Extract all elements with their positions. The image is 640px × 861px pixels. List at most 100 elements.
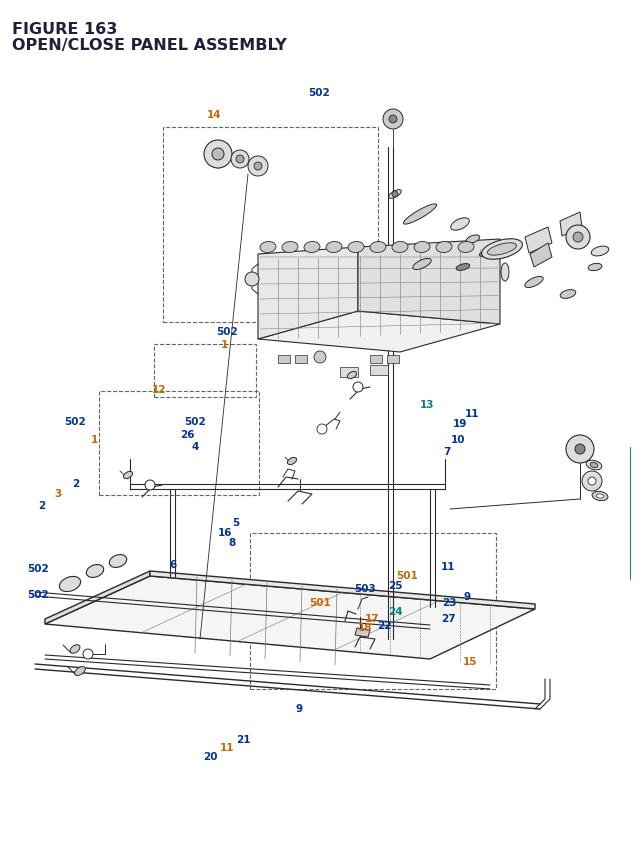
Ellipse shape [501,263,509,282]
Text: 16: 16 [218,527,232,537]
Ellipse shape [436,242,452,253]
Ellipse shape [481,239,522,260]
Ellipse shape [86,565,104,578]
Circle shape [145,480,155,491]
Text: 13: 13 [420,400,435,410]
Bar [278,356,290,363]
Ellipse shape [282,242,298,253]
Ellipse shape [60,577,81,592]
Circle shape [389,116,397,124]
Text: 19: 19 [452,418,467,429]
Text: 20: 20 [203,751,217,761]
Text: 502: 502 [308,88,330,98]
Polygon shape [258,312,500,353]
Circle shape [254,163,262,170]
Text: 21: 21 [236,734,250,744]
Ellipse shape [370,242,386,253]
Polygon shape [45,576,535,660]
Bar [163,127,378,323]
Bar [154,344,256,398]
Bar [99,392,259,495]
Text: 7: 7 [443,446,451,456]
Ellipse shape [413,259,431,270]
Ellipse shape [586,461,602,470]
Bar [370,356,382,363]
Circle shape [204,141,232,169]
Ellipse shape [348,372,356,379]
Ellipse shape [560,290,576,299]
Circle shape [392,192,398,198]
Circle shape [566,436,594,463]
Text: 24: 24 [388,606,403,616]
Ellipse shape [592,492,608,501]
Polygon shape [530,244,552,268]
Ellipse shape [287,458,296,465]
Text: 8: 8 [228,537,236,548]
Ellipse shape [590,463,598,468]
Text: 14: 14 [207,109,221,120]
Ellipse shape [451,219,469,231]
Circle shape [353,382,363,393]
Ellipse shape [70,645,80,653]
Ellipse shape [456,264,470,271]
Text: 1: 1 [220,339,228,350]
Text: 501: 501 [396,570,418,580]
Circle shape [383,110,403,130]
Circle shape [588,478,596,486]
Ellipse shape [488,244,516,256]
Text: 502: 502 [216,326,238,337]
Text: 9: 9 [463,591,471,601]
Ellipse shape [326,242,342,253]
Ellipse shape [304,242,320,253]
Bar [387,356,399,363]
Text: 15: 15 [463,656,477,666]
Polygon shape [560,213,582,237]
Text: 6: 6 [169,559,177,569]
Ellipse shape [467,236,480,244]
Ellipse shape [479,252,487,257]
Text: 10: 10 [451,434,465,444]
Ellipse shape [260,242,276,253]
Circle shape [575,444,585,455]
Polygon shape [45,572,150,624]
Bar [295,356,307,363]
Text: 12: 12 [152,384,166,394]
Polygon shape [150,572,535,610]
Text: 503: 503 [354,583,376,593]
Text: FIGURE 163: FIGURE 163 [12,22,117,37]
Text: 502: 502 [28,589,49,599]
Text: 9: 9 [296,703,303,713]
Ellipse shape [525,277,543,288]
Ellipse shape [458,242,474,253]
Polygon shape [355,629,370,637]
Text: 11: 11 [220,742,234,753]
Text: OPEN/CLOSE PANEL ASSEMBLY: OPEN/CLOSE PANEL ASSEMBLY [12,38,287,53]
Polygon shape [258,248,358,339]
Ellipse shape [596,494,604,499]
Text: 17: 17 [365,613,380,623]
Circle shape [212,149,224,161]
Text: 26: 26 [180,430,194,440]
Circle shape [248,157,268,177]
Circle shape [582,472,602,492]
Text: 11: 11 [441,561,455,572]
Text: 23: 23 [442,598,456,608]
Text: 2: 2 [72,479,79,489]
Ellipse shape [75,666,85,676]
Text: 2: 2 [38,500,45,511]
Text: 502: 502 [65,417,86,427]
Text: 3: 3 [54,488,61,499]
Circle shape [245,273,259,287]
Text: 1: 1 [91,434,99,444]
Text: 22: 22 [377,620,391,630]
Ellipse shape [588,264,602,271]
Circle shape [573,232,583,243]
Text: 4: 4 [191,441,199,451]
Ellipse shape [348,242,364,253]
Text: 501: 501 [309,598,331,608]
Text: 5: 5 [232,517,239,528]
Ellipse shape [124,472,132,479]
Circle shape [231,151,249,169]
Ellipse shape [591,247,609,257]
Bar [370,366,388,375]
